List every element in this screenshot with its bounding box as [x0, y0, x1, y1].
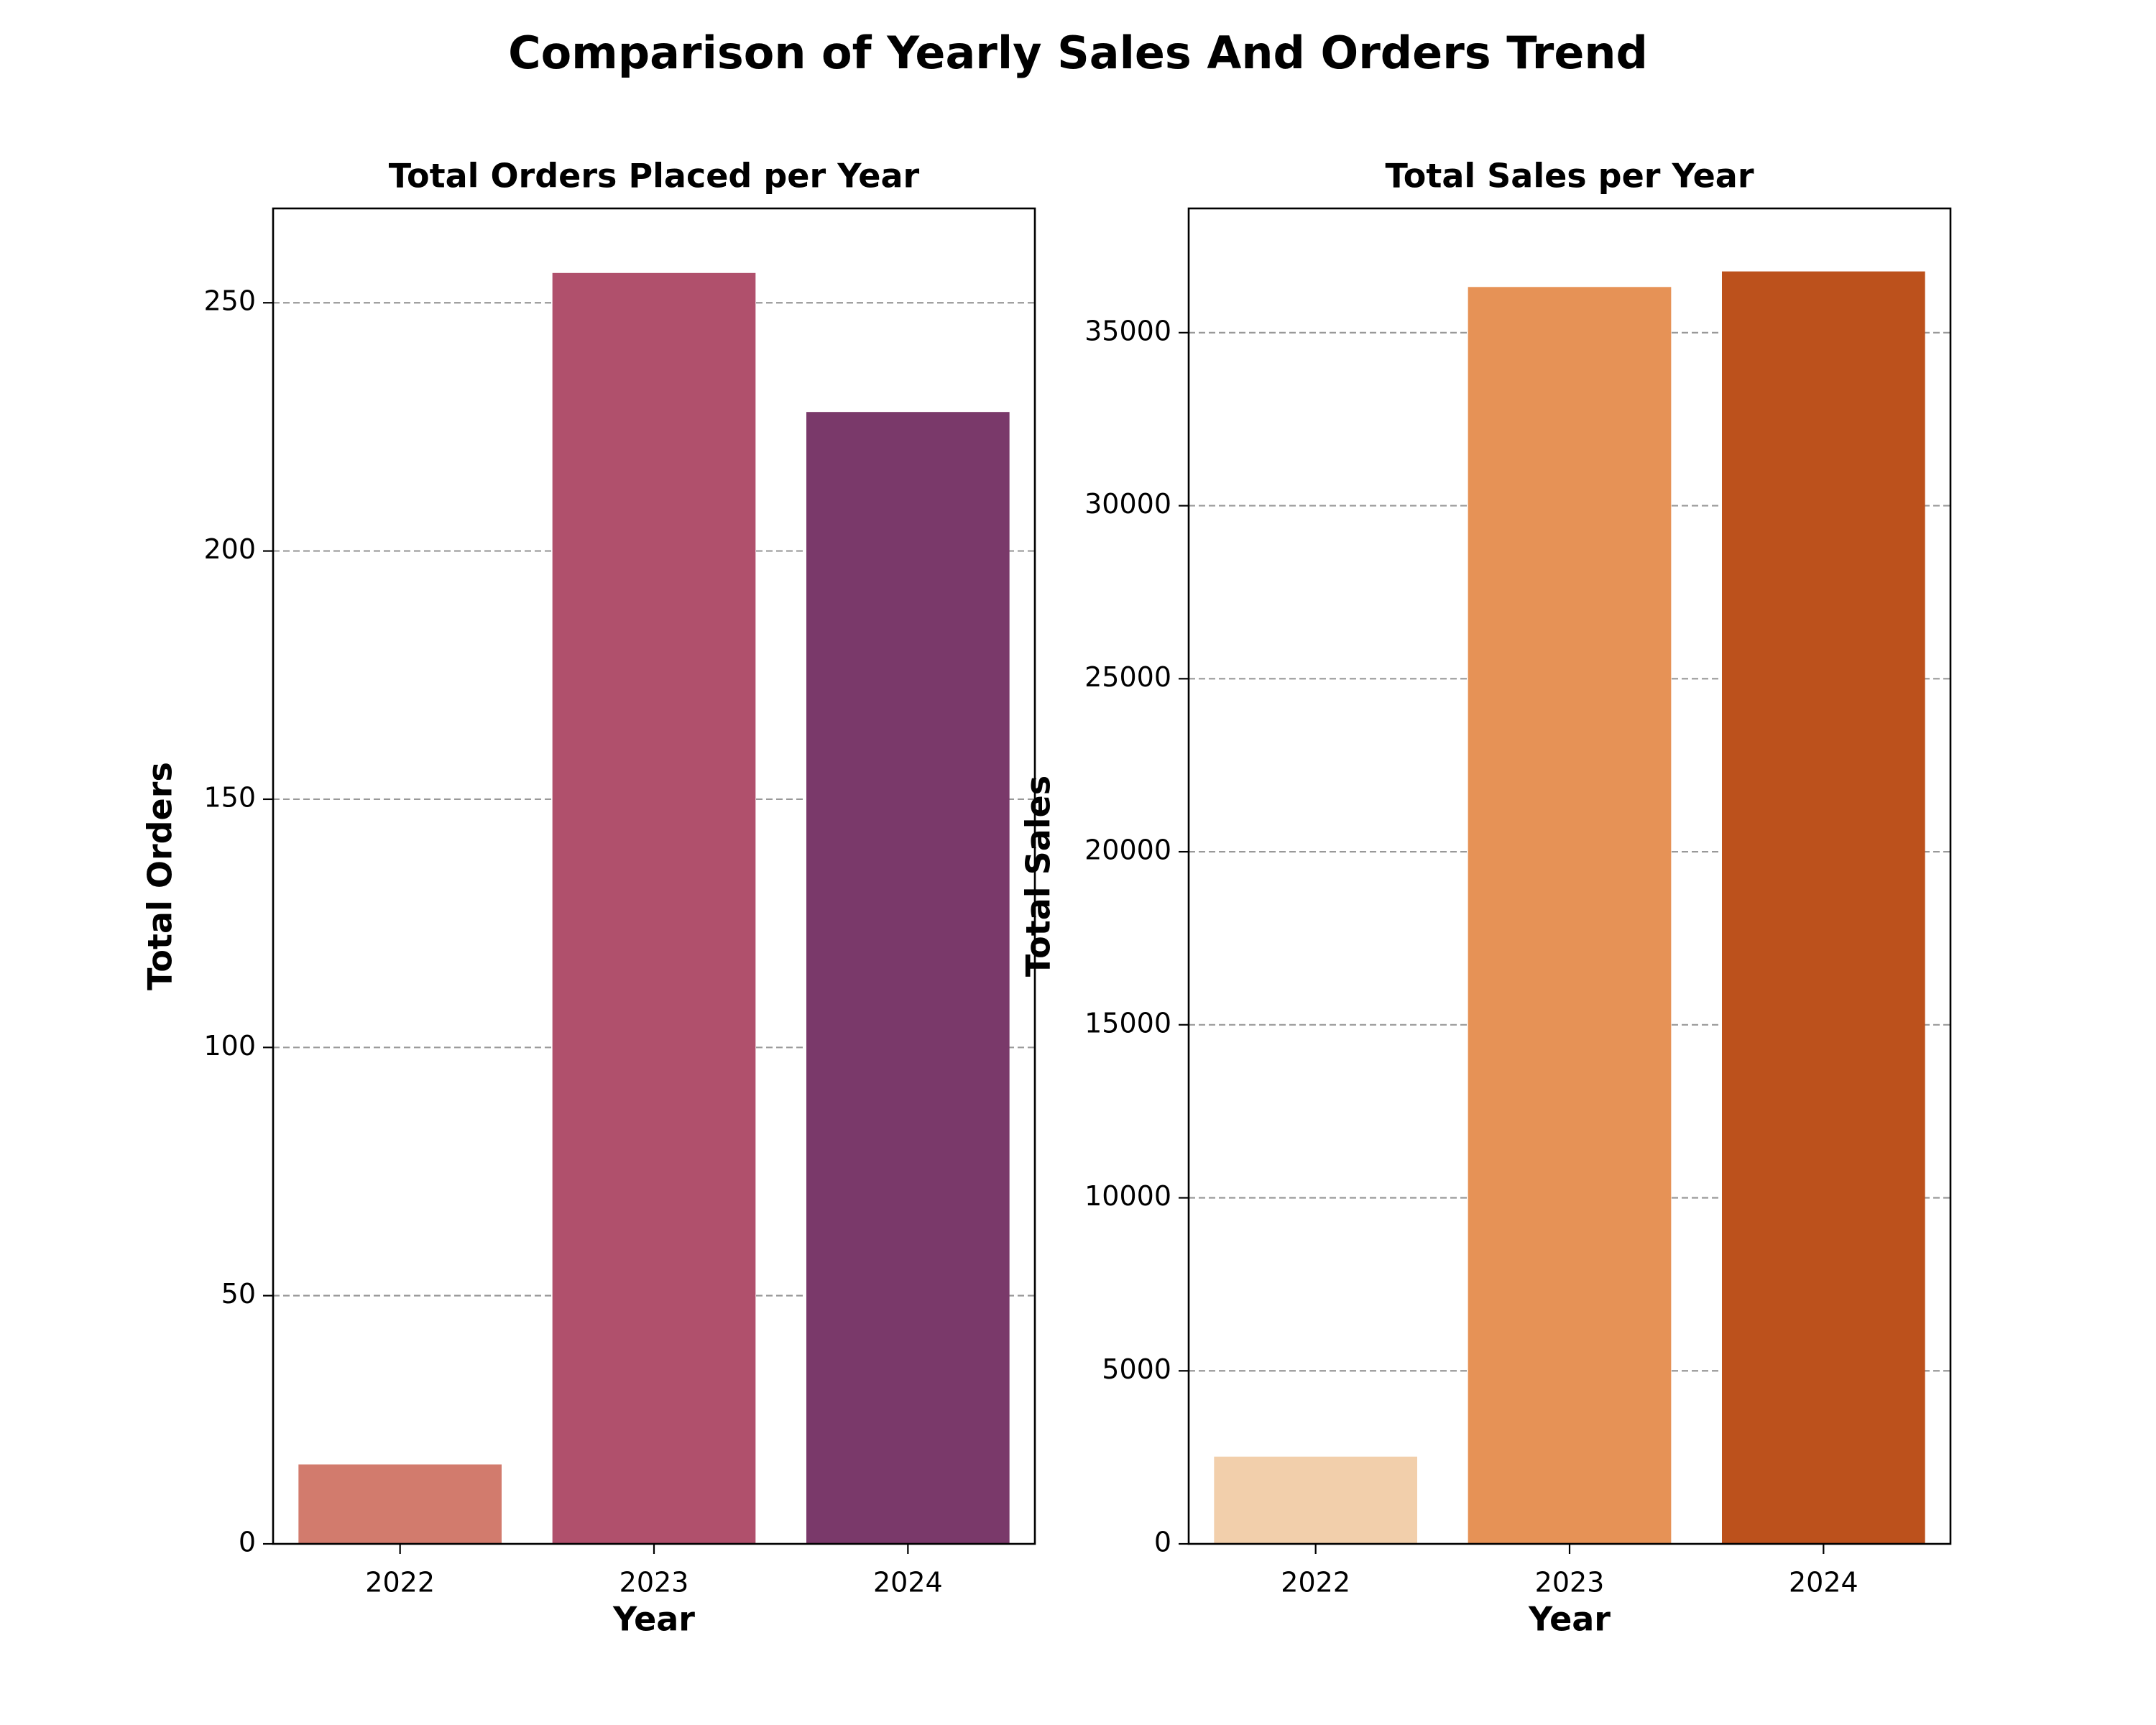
- sales-ytick-label: 10000: [1084, 1180, 1171, 1212]
- orders-xtick-label: 2022: [365, 1567, 435, 1598]
- sales-ytick-label: 15000: [1084, 1007, 1171, 1039]
- orders-xtick-label: 2023: [619, 1567, 689, 1598]
- orders-bar-2022: [298, 1464, 502, 1544]
- sales-bar-2024: [1722, 271, 1925, 1544]
- sales-chart: 0 5000 10000 15000 20000 25000 30000 35000 2022 2…: [1019, 157, 1952, 1639]
- sales-ytick-label: 5000: [1102, 1353, 1171, 1385]
- sales-bar-2023: [1468, 287, 1672, 1544]
- sales-chart-title: Total Sales per Year: [1385, 157, 1754, 196]
- sales-ytick-label: 0: [1154, 1527, 1171, 1558]
- orders-ytick-label: 150: [203, 781, 256, 813]
- sales-bar-2022: [1214, 1456, 1417, 1544]
- sales-xtick-label: 2024: [1789, 1567, 1858, 1598]
- orders-xtick-label: 2024: [873, 1567, 943, 1598]
- orders-x-axis-label: Year: [612, 1600, 695, 1639]
- orders-bar-2023: [552, 272, 756, 1545]
- sales-ytick-label: 35000: [1084, 315, 1171, 346]
- orders-ytick-label: 50: [221, 1278, 256, 1310]
- sales-ytick-label: 30000: [1084, 488, 1171, 520]
- orders-y-axis-label: Total Orders: [141, 762, 180, 990]
- sales-y-axis-label: Total Sales: [1019, 776, 1058, 977]
- sales-ytick-label: 20000: [1084, 834, 1171, 866]
- figure-title: Comparison of Yearly Sales And Orders Tr…: [508, 27, 1648, 79]
- sales-xtick-label: 2023: [1535, 1567, 1605, 1598]
- orders-ytick-label: 100: [203, 1030, 256, 1062]
- orders-bar-2024: [806, 412, 1010, 1544]
- orders-ytick-label: 250: [203, 285, 256, 317]
- sales-x-axis-label: Year: [1528, 1600, 1611, 1639]
- orders-chart: 0 50 100 150 200 250 2022 2023 2024 Total Orders …: [141, 157, 1036, 1639]
- orders-ytick-label: 200: [203, 533, 256, 565]
- sales-xtick-label: 2022: [1281, 1567, 1350, 1598]
- sales-ytick-label: 25000: [1084, 661, 1171, 693]
- orders-ytick-label: 0: [239, 1527, 256, 1558]
- orders-chart-title: Total Orders Placed per Year: [389, 157, 920, 196]
